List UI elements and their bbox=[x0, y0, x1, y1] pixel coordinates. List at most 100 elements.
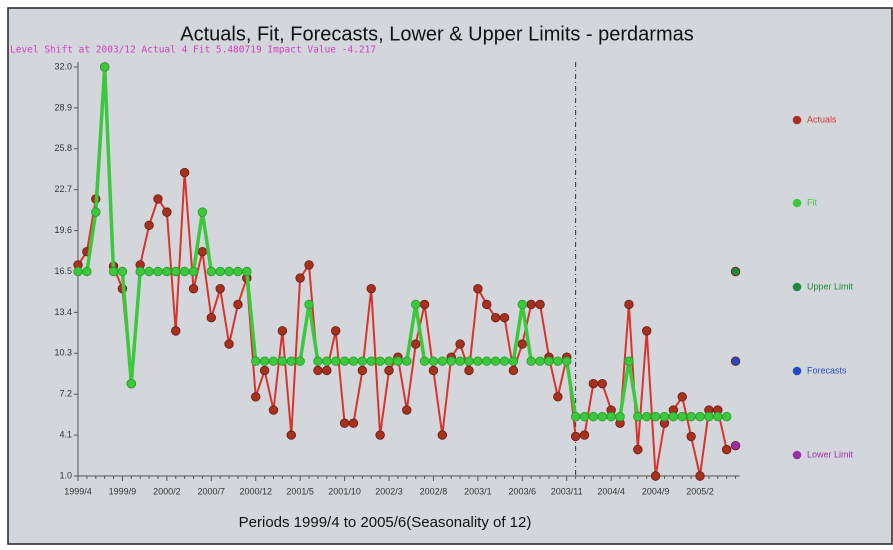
data-point bbox=[535, 299, 545, 310]
data-point bbox=[259, 356, 270, 366]
data-point bbox=[366, 356, 376, 366]
data-point bbox=[730, 356, 741, 366]
data-point bbox=[526, 299, 536, 310]
data-point bbox=[304, 299, 314, 310]
data-point bbox=[277, 326, 288, 336]
data-point bbox=[375, 430, 385, 440]
data-point bbox=[348, 418, 359, 428]
data-point bbox=[721, 444, 732, 455]
data-point bbox=[286, 356, 296, 366]
data-point bbox=[624, 299, 634, 310]
chart-title: Actuals, Fit, Forecasts, Lower & Upper L… bbox=[180, 23, 694, 45]
data-point bbox=[597, 378, 607, 389]
data-point bbox=[197, 247, 208, 257]
data-point bbox=[455, 356, 465, 366]
data-point bbox=[624, 356, 634, 366]
data-point bbox=[322, 365, 332, 376]
data-point bbox=[108, 266, 119, 277]
data-point bbox=[330, 356, 341, 366]
data-point bbox=[268, 405, 279, 415]
data-point bbox=[304, 260, 314, 270]
data-point bbox=[677, 411, 687, 422]
data-point bbox=[224, 266, 234, 277]
data-point bbox=[233, 299, 243, 310]
data-point bbox=[215, 266, 225, 277]
data-point bbox=[99, 62, 110, 72]
data-point bbox=[357, 356, 368, 366]
data-point bbox=[499, 356, 510, 366]
data-point bbox=[313, 365, 323, 376]
y-tick-label: 25.8 bbox=[54, 143, 72, 153]
data-point bbox=[659, 411, 670, 422]
data-point bbox=[597, 411, 607, 422]
data-point bbox=[695, 471, 705, 481]
data-point bbox=[482, 299, 492, 310]
x-tick-label: 2003/6 bbox=[509, 486, 537, 496]
x-tick-label: 2004/9 bbox=[642, 486, 670, 496]
data-point bbox=[535, 356, 545, 366]
x-axis-label: Periods 1999/4 to 2005/6(Seasonality of … bbox=[239, 514, 532, 531]
y-tick-label: 13.4 bbox=[54, 307, 72, 317]
y-tick-label: 7.2 bbox=[59, 389, 72, 399]
data-point bbox=[437, 356, 448, 366]
x-tick-label: 2003/11 bbox=[551, 486, 583, 496]
data-point bbox=[410, 339, 421, 349]
x-tick-label: 2000/2 bbox=[153, 486, 181, 496]
data-point bbox=[544, 356, 554, 366]
data-point bbox=[686, 411, 696, 422]
data-point bbox=[570, 411, 581, 422]
data-point bbox=[615, 411, 625, 422]
data-point bbox=[215, 283, 225, 294]
data-point bbox=[144, 266, 154, 277]
data-point bbox=[348, 356, 359, 366]
data-point bbox=[730, 440, 741, 451]
x-tick-label: 1999/4 bbox=[64, 486, 92, 496]
y-tick-label: 4.1 bbox=[59, 429, 72, 439]
data-point bbox=[91, 207, 101, 217]
legend-label: Forecasts bbox=[807, 365, 847, 375]
data-point bbox=[428, 365, 439, 376]
data-point bbox=[455, 339, 465, 349]
x-tick-label: 1999/9 bbox=[109, 486, 137, 496]
data-point bbox=[295, 356, 305, 366]
data-point bbox=[197, 207, 208, 217]
data-point bbox=[570, 431, 581, 442]
data-point bbox=[330, 326, 341, 336]
data-point bbox=[695, 411, 705, 422]
data-point bbox=[419, 299, 430, 310]
data-point bbox=[233, 266, 243, 277]
data-point bbox=[179, 266, 190, 277]
legend-label: Actuals bbox=[807, 114, 837, 124]
data-point bbox=[579, 430, 590, 440]
legend-label: Fit bbox=[807, 197, 817, 207]
data-point bbox=[419, 356, 430, 366]
data-point bbox=[588, 378, 599, 389]
data-point bbox=[579, 411, 590, 422]
data-point bbox=[171, 266, 181, 277]
data-point bbox=[144, 220, 154, 231]
data-point bbox=[490, 356, 501, 366]
data-point bbox=[668, 411, 679, 422]
data-point bbox=[268, 356, 279, 366]
data-point bbox=[402, 405, 412, 415]
data-point bbox=[126, 378, 137, 389]
data-point bbox=[251, 392, 261, 402]
data-point bbox=[135, 266, 145, 277]
data-point bbox=[357, 365, 368, 376]
data-point bbox=[384, 356, 394, 366]
data-point bbox=[410, 299, 421, 310]
legend-label: Lower Limit bbox=[807, 449, 854, 459]
data-point bbox=[642, 411, 652, 422]
data-point bbox=[482, 356, 492, 366]
chart-bg bbox=[7, 7, 893, 545]
data-point bbox=[650, 471, 661, 481]
data-point bbox=[517, 299, 528, 310]
data-point bbox=[375, 356, 385, 366]
data-point bbox=[517, 339, 528, 349]
data-point bbox=[206, 266, 216, 277]
data-point bbox=[339, 418, 350, 428]
data-point bbox=[642, 326, 652, 336]
data-point bbox=[224, 339, 234, 349]
data-point bbox=[393, 356, 403, 366]
